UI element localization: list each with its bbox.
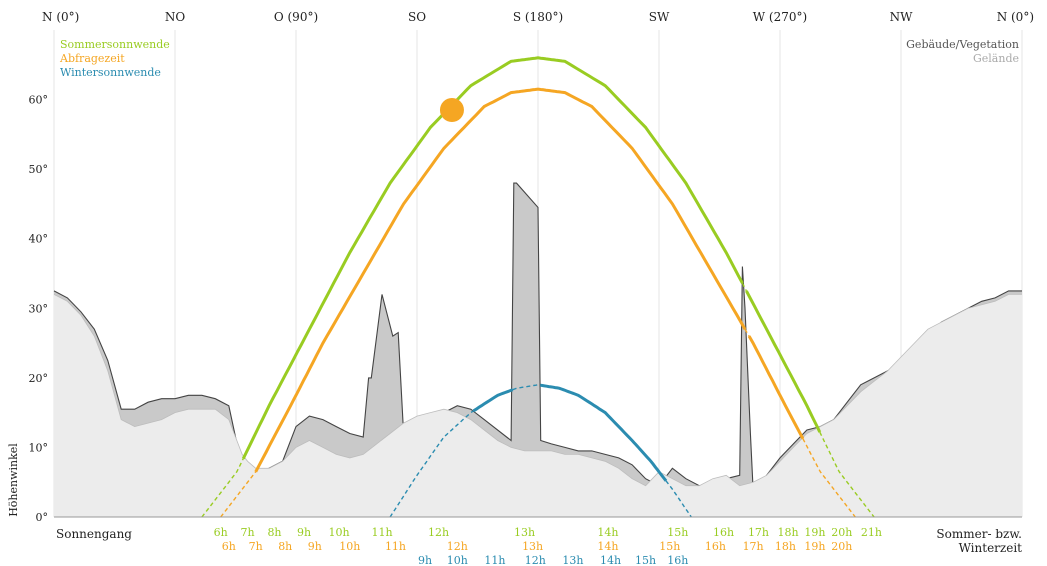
hour-label: 10h (339, 540, 360, 553)
current-sun-marker (439, 98, 464, 123)
hour-label: 12h (447, 540, 468, 553)
hour-label: 17h (743, 540, 764, 553)
compass-label: NO (165, 10, 186, 24)
compass-label: N (0°) (997, 10, 1034, 24)
terrain-layer (53, 182, 1022, 517)
y-tick-label: 20° (29, 372, 49, 385)
sun-path-visible (472, 388, 514, 413)
hour-label: 6h (222, 540, 236, 553)
hour-label: 19h (804, 540, 825, 553)
hour-label: 17h (748, 526, 769, 539)
hour-label: 16h (713, 526, 734, 539)
hour-label: 21h (861, 526, 882, 539)
hour-label: 13h (522, 540, 543, 553)
y-tick-label: 50° (29, 163, 49, 176)
sun-path-visible (539, 383, 668, 482)
hour-label: 13h (562, 554, 583, 566)
hour-label: 12h (428, 526, 449, 539)
y-tick-label: 40° (29, 233, 49, 246)
y-tick-label: 0° (36, 511, 49, 524)
sun-path-hidden (220, 471, 257, 518)
hour-label: 16h (705, 540, 726, 553)
hour-label: 8h (278, 540, 292, 553)
sun-path-hidden (201, 458, 244, 518)
hour-label: 14h (597, 526, 618, 539)
compass-label: NW (890, 10, 914, 24)
hour-label: 7h (249, 540, 263, 553)
hour-label: 20h (831, 526, 852, 539)
hour-label: 20h (831, 540, 852, 553)
sun-path-visible (745, 290, 822, 433)
hour-labels-layer: 6h 7h 8h 9h 10h 11h 12h 13h 14h 15h 16h 17h 18h 19h 20… (214, 526, 882, 566)
hour-label: 10h (328, 526, 349, 539)
legend-item: Gelände (973, 52, 1019, 65)
hour-label: 15h (659, 540, 680, 553)
hour-label: 15h (667, 526, 688, 539)
legend-item: Abfragezeit (59, 52, 125, 65)
hour-label: 9h (418, 554, 432, 566)
sun-path-hidden (512, 384, 541, 391)
y-tick-label: 10° (29, 441, 49, 454)
hour-label: 8h (267, 526, 281, 539)
sun-path-hidden (744, 328, 750, 337)
legend-layer: SommersonnwendeAbfragezeitWintersonnwend… (59, 38, 1019, 79)
hour-label: 15h (635, 554, 656, 566)
hour-label: 11h (484, 554, 505, 566)
axis-layer: N (0°) NO O (90°) SO S (180°) SW W (270°) NW N (… (29, 10, 1035, 524)
sun-path-hidden (802, 438, 856, 518)
hour-label: 18h (778, 526, 799, 539)
compass-label: W (270°) (753, 10, 807, 24)
hour-label: 12h (525, 554, 546, 566)
hour-label: 13h (514, 526, 535, 539)
sun-curves-layer (201, 56, 875, 518)
hour-label: 11h (371, 526, 392, 539)
footer-sonnengang: Sonnengang (56, 527, 132, 541)
hour-label: 7h (241, 526, 255, 539)
buildings-area (54, 183, 1022, 517)
hour-label: 14h (600, 554, 621, 566)
y-axis-label: Höhenwinkel (7, 443, 20, 517)
sun-path-visible (241, 56, 744, 460)
compass-label: O (90°) (274, 10, 318, 24)
compass-label: SO (408, 10, 426, 24)
sun-path-visible (254, 87, 747, 473)
sun-path-visible (747, 335, 805, 440)
hour-label: 11h (385, 540, 406, 553)
y-tick-label: 30° (29, 302, 49, 315)
hour-label: 18h (775, 540, 796, 553)
hour-label: 9h (297, 526, 311, 539)
legend-item: Wintersonnwende (60, 66, 161, 79)
footer-sommerzeit: Sommer- bzw. (936, 527, 1022, 541)
y-tick-label: 60° (29, 94, 49, 107)
compass-label: N (0°) (42, 10, 79, 24)
sun-path-hidden (741, 282, 748, 292)
hour-label: 19h (804, 526, 825, 539)
hour-label: 6h (214, 526, 228, 539)
compass-label: SW (649, 10, 670, 24)
footer-winterzeit: Winterzeit (959, 541, 1023, 555)
legend-item: Gebäude/Vegetation (906, 38, 1019, 51)
hour-label: 9h (308, 540, 322, 553)
sun-path-hidden (665, 480, 692, 518)
compass-label: S (180°) (513, 10, 563, 24)
hour-label: 14h (597, 540, 618, 553)
hour-label: 10h (447, 554, 468, 566)
terrain-outline (53, 294, 1022, 487)
legend-item: Sommersonnwende (60, 38, 170, 51)
sun-path-hidden (819, 431, 875, 518)
hour-label: 16h (667, 554, 688, 566)
